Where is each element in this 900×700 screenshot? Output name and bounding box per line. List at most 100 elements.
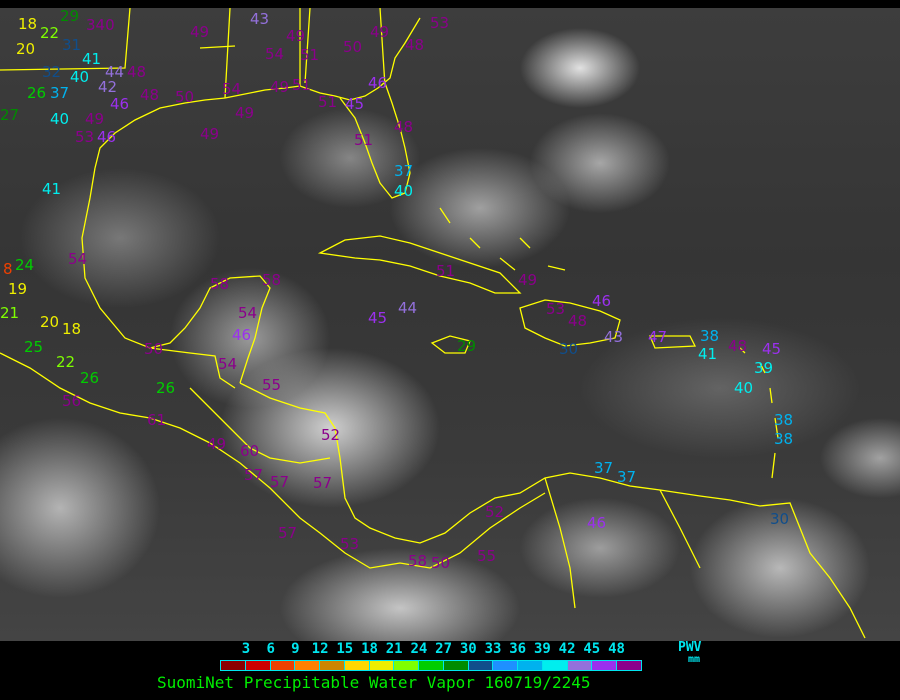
station-pwv-value: 40 — [70, 68, 90, 86]
station-pwv-value: 26 — [27, 84, 47, 102]
station-pwv-value: 30 — [770, 510, 790, 528]
station-pwv-value: 58 — [408, 552, 428, 570]
legend-swatch — [221, 661, 246, 670]
station-pwv-value: 26 — [80, 369, 100, 387]
station-pwv-value: 49 — [270, 78, 290, 96]
station-pwv-value: 49 — [85, 110, 105, 128]
station-pwv-value: 53 — [430, 14, 450, 32]
station-pwv-value: 48 — [405, 36, 425, 54]
station-pwv-value: 43 — [250, 10, 270, 28]
puerto-rico — [649, 335, 697, 349]
legend-tick: 30 — [459, 641, 477, 657]
legend-tick: 42 — [558, 641, 576, 657]
legend-tick: 45 — [583, 641, 601, 657]
station-pwv-value: 51 — [436, 262, 456, 280]
legend-swatch — [443, 661, 469, 670]
station-pwv-value: 49 — [207, 435, 227, 453]
station-pwv-value: 48 — [568, 312, 588, 330]
legend-tick: 48 — [608, 641, 625, 657]
station-pwv-value: 54 — [218, 355, 238, 373]
legend-tick: 21 — [385, 641, 403, 657]
mexico-pacific-coast — [0, 352, 546, 569]
station-pwv-value: 37 — [594, 459, 614, 477]
legend-unit-mm: mm — [688, 654, 701, 665]
station-pwv-value: 41 — [82, 50, 102, 68]
station-pwv-value: 49 — [518, 271, 538, 289]
station-pwv-value: 55 — [262, 376, 282, 394]
florida — [339, 82, 411, 199]
station-pwv-value: 48 — [127, 63, 147, 81]
station-pwv-value: 44 — [398, 299, 418, 317]
station-pwv-value: 54 — [222, 80, 242, 98]
station-pwv-value: 58 — [210, 275, 230, 293]
station-pwv-value: 27 — [0, 106, 20, 124]
legend-swatch — [394, 661, 420, 670]
legend-swatch — [468, 661, 494, 670]
station-pwv-value: 48 — [728, 337, 748, 355]
station-pwv-value: 46 — [368, 74, 388, 92]
station-pwv-value: 340 — [86, 16, 115, 34]
legend-swatch — [295, 661, 321, 670]
station-pwv-value: 29 — [457, 337, 477, 355]
jamaica — [430, 335, 471, 354]
legend-swatch — [419, 661, 444, 670]
legend-swatch — [320, 661, 345, 670]
station-pwv-value: 57 — [278, 524, 298, 542]
station-pwv-value: 38 — [700, 327, 720, 345]
station-pwv-value: 18 — [18, 15, 38, 33]
station-pwv-value: 53 — [75, 128, 95, 146]
station-pwv-value: 38 — [774, 430, 794, 448]
station-pwv-value: 40 — [394, 182, 414, 200]
legend-swatch — [270, 661, 296, 670]
legend-tick: 27 — [435, 641, 453, 657]
cuba — [317, 235, 522, 294]
station-pwv-value: 21 — [0, 304, 20, 322]
station-pwv-value: 8 — [3, 260, 13, 278]
station-pwv-value: 40 — [734, 379, 754, 397]
station-pwv-value: 54 — [238, 304, 258, 322]
station-pwv-value: 49 — [235, 104, 255, 122]
legend-swatch — [493, 661, 519, 670]
legend-swatch — [567, 661, 593, 670]
station-pwv-value: 40 — [50, 110, 70, 128]
station-pwv-value: 37 — [394, 162, 414, 180]
station-pwv-value: 22 — [40, 24, 60, 42]
station-pwv-value: 49 — [286, 27, 306, 45]
station-pwv-value: 46 — [592, 292, 612, 310]
legend-tick: 36 — [509, 641, 527, 657]
station-pwv-value: 50 — [144, 340, 164, 358]
station-pwv-value: 52 — [485, 503, 505, 521]
legend-tick: 18 — [361, 641, 378, 657]
legend-tick: 39 — [533, 641, 551, 657]
station-pwv-value: 55 — [477, 547, 497, 565]
legend-tick: 15 — [336, 641, 354, 657]
station-pwv-value: 52 — [321, 426, 341, 444]
central-america-caribbean-coast — [239, 382, 866, 639]
station-pwv-value: 43 — [604, 328, 624, 346]
station-pwv-value: 50 — [175, 88, 195, 106]
station-pwv-value: 22 — [56, 353, 76, 371]
station-pwv-value: 57 — [313, 474, 333, 492]
legend-color-bar — [220, 660, 642, 671]
station-pwv-value: 49 — [370, 23, 390, 41]
station-pwv-value: 57 — [244, 466, 264, 484]
station-pwv-value: 39 — [754, 359, 774, 377]
legend-swatch — [344, 661, 370, 670]
station-pwv-value: 45 — [762, 340, 782, 358]
country-borders — [149, 347, 701, 609]
map-caption: SuomiNet Precipitable Water Vapor 160719… — [157, 673, 591, 692]
station-pwv-value: 42 — [98, 78, 118, 96]
legend-tick: 12 — [311, 641, 329, 657]
station-pwv-value: 54 — [68, 250, 88, 268]
legend-swatch — [245, 661, 271, 670]
station-pwv-value: 51 — [292, 76, 312, 94]
station-pwv-value: 38 — [774, 411, 794, 429]
legend-swatch — [617, 661, 642, 670]
station-pwv-value: 47 — [648, 328, 668, 346]
satellite-map: 18 22 20 29 340 31 41 32 40 26 37 44 48 42 46 48 50 27 40 4… — [0, 8, 900, 641]
station-pwv-value: 30 — [559, 340, 579, 358]
coastlines — [0, 8, 866, 639]
station-pwv-value: 57 — [270, 473, 290, 491]
station-pwv-value: 41 — [698, 345, 718, 363]
